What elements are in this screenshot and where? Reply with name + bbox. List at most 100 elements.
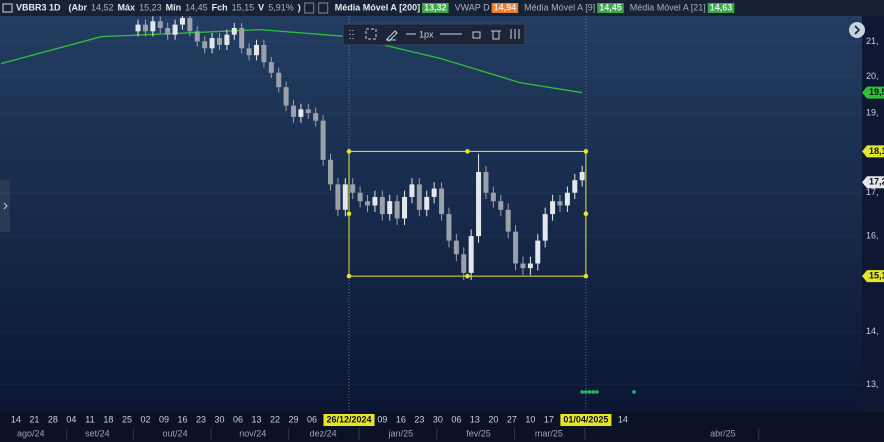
candle-body xyxy=(572,180,578,193)
candle-body xyxy=(142,24,148,32)
candle-body xyxy=(253,44,259,56)
x-tick-label: 04 xyxy=(66,414,76,424)
toolbar-grip[interactable] xyxy=(349,30,354,39)
quote-value: 15,15 xyxy=(232,2,255,12)
toolbar-color[interactable] xyxy=(386,30,398,42)
x-tick-label: 06 xyxy=(307,414,317,424)
box-handle[interactable] xyxy=(583,211,589,217)
signal-dot xyxy=(587,390,592,394)
x-tick-label: 14 xyxy=(11,414,21,424)
quote-label: Mín xyxy=(166,2,182,12)
month-label: out/24 xyxy=(163,428,188,438)
indicator-value: 14,94 xyxy=(494,2,517,12)
month-label: set/24 xyxy=(85,428,110,438)
x-tick-label: 13 xyxy=(251,414,261,424)
box-handle[interactable] xyxy=(346,273,352,279)
month-label: fev/25 xyxy=(466,428,491,438)
x-tick-label: 30 xyxy=(214,414,224,424)
x-tick-label: 28 xyxy=(48,414,58,424)
candle-body xyxy=(394,201,400,219)
candle-body xyxy=(194,31,200,42)
candle-body xyxy=(372,196,378,206)
toolbar-settings[interactable] xyxy=(510,29,520,39)
candle-body xyxy=(446,214,452,241)
candle-body xyxy=(564,192,570,206)
month-label: jan/25 xyxy=(388,428,414,438)
candle-body xyxy=(513,231,519,264)
candle-body xyxy=(335,184,341,210)
price-tag-label: 15,1 xyxy=(869,271,884,281)
add-indicator[interactable] xyxy=(318,2,329,14)
candle-body xyxy=(276,72,282,88)
header-button[interactable] xyxy=(304,2,315,14)
scroll-right-arrow xyxy=(854,25,861,35)
ticker-icon[interactable] xyxy=(2,3,13,13)
x-tick-label: 25 xyxy=(122,414,132,424)
candle-body xyxy=(402,196,408,219)
candle-body xyxy=(224,34,230,45)
month-label: mar/25 xyxy=(535,428,563,438)
x-tick-highlight xyxy=(560,414,612,426)
indicator-name: Média Móvel A [9] xyxy=(524,2,595,12)
toolbar-delete[interactable] xyxy=(491,30,501,40)
candle-body xyxy=(498,201,504,210)
toolbar-template[interactable] xyxy=(365,28,377,40)
x-tick-label: 17 xyxy=(544,414,554,424)
candle-body xyxy=(453,240,459,255)
toolbar-lock[interactable] xyxy=(472,31,481,39)
candle-body xyxy=(490,192,496,202)
signal-dot xyxy=(632,390,636,394)
box-handle[interactable] xyxy=(346,211,352,217)
signal-dot xyxy=(591,390,596,394)
candle-body xyxy=(328,159,334,185)
signal-dot xyxy=(584,390,588,394)
candle-body xyxy=(387,201,393,215)
candle-body xyxy=(542,214,548,241)
candle-body xyxy=(520,263,526,269)
indicator-value-bg xyxy=(707,3,735,13)
box-handle[interactable] xyxy=(465,273,470,279)
candle-body xyxy=(505,209,511,232)
quote-label: Fch xyxy=(212,2,228,12)
box-handle[interactable] xyxy=(346,149,352,154)
scroll-right-button[interactable] xyxy=(849,22,865,38)
box-handle[interactable] xyxy=(465,149,470,154)
box-handle[interactable] xyxy=(583,149,589,154)
candle-body xyxy=(298,109,304,117)
x-tick-label: 10 xyxy=(525,414,535,424)
x-tick-highlight xyxy=(323,414,375,426)
price-tag-label: 19,5 xyxy=(869,87,884,97)
price-tag-bg xyxy=(862,176,884,189)
y-tick-label: 17, xyxy=(866,187,879,197)
candle-body xyxy=(365,201,371,206)
candle-body xyxy=(357,192,363,202)
indicator-name: Média Móvel A [200] xyxy=(335,2,420,12)
x-tick-label: 20 xyxy=(488,414,498,424)
candle-body xyxy=(179,17,185,25)
x-tick-label: 16 xyxy=(177,414,187,424)
x-tick-label: 09 xyxy=(159,414,169,424)
indicator-value: 14,63 xyxy=(710,2,733,12)
candle-body xyxy=(135,24,141,32)
x-tick-label: 01/04/2025 xyxy=(563,414,608,424)
candle-body xyxy=(305,109,311,114)
y-axis-bar xyxy=(862,16,884,412)
candle-body xyxy=(535,240,541,264)
candle-body xyxy=(187,17,193,32)
y-tick-label: 21, xyxy=(866,36,879,46)
side-panel-toggle[interactable] xyxy=(0,180,10,232)
candle-body xyxy=(476,171,482,237)
candle-body xyxy=(150,21,156,32)
indicator-value-bg xyxy=(422,3,449,13)
indicator-value: 14,45 xyxy=(599,2,622,12)
box-handle[interactable] xyxy=(583,273,589,279)
candle-body xyxy=(209,38,215,49)
x-tick-label: 21 xyxy=(29,414,39,424)
side-panel-arrow xyxy=(3,202,8,210)
x-tick-label: 30 xyxy=(433,414,443,424)
signal-dot xyxy=(580,390,584,394)
quote-label: V xyxy=(258,2,264,12)
toolbar-width[interactable]: 1px xyxy=(419,29,434,39)
x-tick-label: 02 xyxy=(140,414,150,424)
